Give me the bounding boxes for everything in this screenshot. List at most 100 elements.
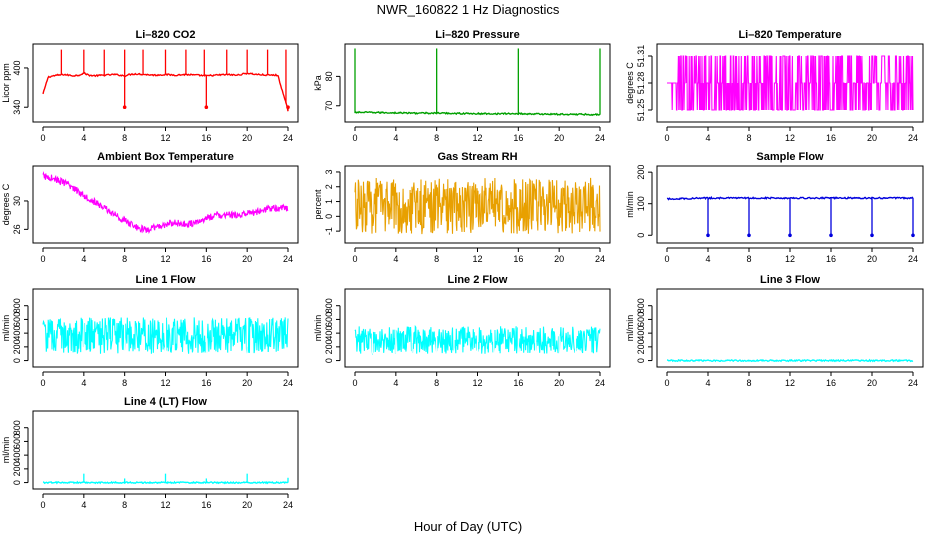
x-tick-label: 16 [201,378,211,388]
x-tick-label: 0 [664,254,669,264]
y-tick-label: 600 [636,312,646,327]
x-tick-label: 12 [160,500,170,510]
x-tick-label: 12 [785,254,795,264]
x-tick-label: 24 [908,254,918,264]
x-tick-label: 8 [122,500,127,510]
x-tick-label: 0 [40,378,45,388]
x-tick-label: 0 [40,500,45,510]
y-tick-label: 340 [12,100,22,115]
spike-point [911,233,915,238]
panel-title: Line 3 Flow [760,274,820,286]
y-tick-label: 600 [12,434,22,449]
panel-title: Line 4 (LT) Flow [124,396,207,408]
spike-point [870,233,874,238]
panel-title: Li–820 Temperature [738,29,841,41]
y-tick-label: 51.25 [636,99,646,122]
x-tick-label: 24 [283,500,293,510]
x-tick-label: 16 [513,378,523,388]
plot-frame [32,288,299,368]
y-tick-label: 400 [324,326,334,341]
y-tick-label: 800 [324,298,334,313]
y-axis-label: ml/min [313,315,323,342]
plot-frame [32,410,299,490]
y-axis-label: degrees C [625,62,635,104]
y-axis-label: ml/min [1,437,11,464]
panel-7: Line 1 Flow ml/min 0 4 8 12 16 20 24 0 20040060080… [1,274,299,388]
x-tick-label: 0 [352,378,357,388]
series-line [42,71,289,112]
x-tick-label: 20 [242,133,252,143]
x-tick-label: 16 [826,133,836,143]
plot-frame [344,43,611,123]
y-tick-label: 600 [324,312,334,327]
x-tick-label: 0 [352,254,357,264]
x-tick-label: 20 [242,500,252,510]
y-tick-label: 26 [12,224,22,234]
panel-title: Line 2 Flow [448,274,508,286]
plot-frame [32,43,299,123]
y-tick-label: 600 [12,312,22,327]
x-tick-label: 8 [434,254,439,264]
x-tick-label: 0 [664,133,669,143]
y-tick-label: 70 [324,101,334,111]
x-tick-label: 4 [81,254,86,264]
x-tick-label: 8 [746,133,751,143]
x-tick-label: 12 [785,378,795,388]
x-tick-label: 16 [826,254,836,264]
x-tick-label: 4 [393,133,398,143]
x-tick-label: 8 [434,378,439,388]
x-tick-label: 4 [393,254,398,264]
y-tick-label: 400 [12,60,22,75]
y-tick-label: 800 [12,298,22,313]
y-tick-label: 800 [636,298,646,313]
y-tick-label: 0 [324,214,334,219]
x-tick-label: 12 [472,133,482,143]
x-tick-label: 20 [867,254,877,264]
panel-3: Li–820 Temperature degrees C 0 4 8 12 16 20 24 51… [625,29,924,143]
series-line [354,110,601,117]
x-tick-label: 8 [122,254,127,264]
y-tick-label: 2 [324,184,334,189]
x-tick-label: 24 [595,254,605,264]
y-tick-label: 30 [12,196,22,206]
series-trace [667,55,914,111]
panel-title: Line 1 Flow [136,274,196,286]
panel-4: Ambient Box Temperature degrees C 0 4 8 12 16 2… [1,151,299,264]
x-tick-label: 24 [595,378,605,388]
x-tick-label: 20 [867,133,877,143]
x-tick-label: 24 [908,378,918,388]
x-tick-label: 20 [867,378,877,388]
panel-title: Gas Stream RH [437,151,517,163]
plot-frame [32,165,299,244]
panel-1: Li–820 CO2 Licor ppm 0 4 8 12 16 20 24 340 400 [1,29,299,143]
series-trace [42,171,289,234]
y-tick-label: 51.28 [636,72,646,95]
x-tick-label: 20 [554,378,564,388]
x-tick-label: 0 [40,254,45,264]
y-tick-label: 800 [12,420,22,435]
x-tick-label: 4 [81,500,86,510]
spike-point [122,105,127,110]
series-trace [354,177,601,235]
x-tick-label: 20 [554,254,564,264]
x-tick-label: 0 [664,378,669,388]
spike-point [829,233,833,238]
x-tick-label: 20 [242,378,252,388]
x-tick-label: 8 [746,378,751,388]
y-tick-label: 1 [324,199,334,204]
figure-title: NWR_160822 1 Hz Diagnostics [377,2,560,17]
y-tick-label: 0 [324,358,334,363]
x-tick-label: 0 [40,133,45,143]
x-tick-label: 8 [122,378,127,388]
y-tick-label: 0 [12,358,22,363]
x-tick-label: 12 [472,254,482,264]
y-tick-label: 0 [12,480,22,485]
plot-frame [656,165,924,244]
y-axis-label: percent [313,189,323,220]
x-tick-label: 0 [352,133,357,143]
x-tick-label: 4 [81,133,86,143]
y-tick-label: 0 [636,233,646,238]
